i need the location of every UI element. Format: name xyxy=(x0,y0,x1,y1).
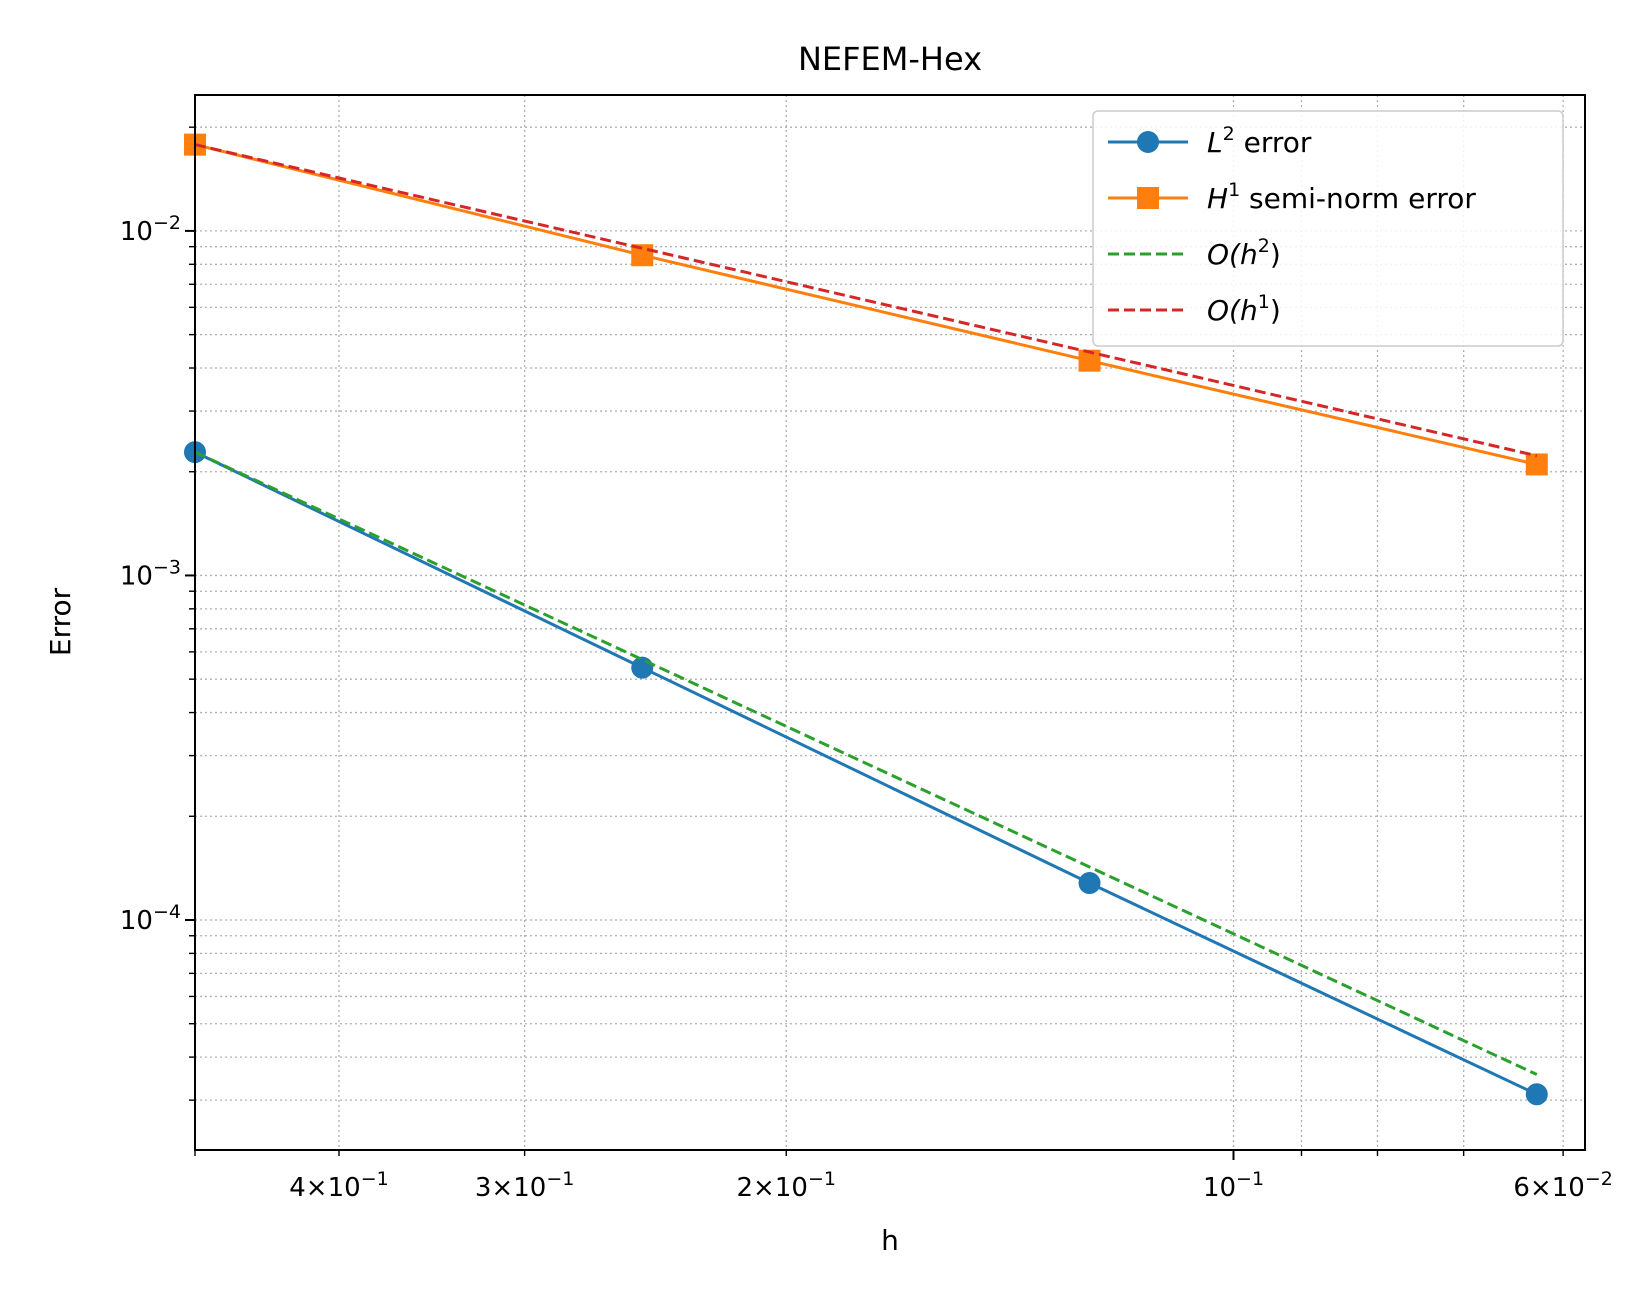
series-line xyxy=(194,143,1538,466)
series-line xyxy=(194,450,1538,1096)
legend-marker xyxy=(1137,131,1159,153)
tick-layer: 10−2 10−3 10−4 4×10−1 3×10−1 2×10−1 10−1 6×10−2 xyxy=(120,126,1613,1203)
legend-marker xyxy=(1137,187,1159,209)
x-axis-title: h xyxy=(881,1224,899,1257)
legend-label: L2 error xyxy=(1207,123,1312,159)
x-tick-label: 6×10−2 xyxy=(1513,1168,1612,1203)
data-point xyxy=(1078,872,1101,895)
y-axis-title: Error xyxy=(44,587,77,656)
data-point xyxy=(631,656,654,679)
x-tick-label: 3×10−1 xyxy=(475,1168,574,1203)
legend-label: H1 semi-norm error xyxy=(1207,179,1476,215)
legend-label: O(h2) xyxy=(1207,235,1281,271)
y-tick-label: 10−3 xyxy=(120,556,181,591)
chart-title: NEFEM-Hex xyxy=(798,40,982,78)
data-point xyxy=(1525,1083,1548,1106)
x-tick-label: 10−1 xyxy=(1203,1168,1264,1203)
series-layer xyxy=(184,133,1548,1106)
y-tick-label: 10−2 xyxy=(120,212,181,247)
plot-frame xyxy=(194,94,1586,1151)
legend: L2 error H1 semi-norm error O(h2) O(h1) xyxy=(1092,110,1564,347)
y-tick-label: 10−4 xyxy=(120,901,181,936)
data-point xyxy=(1525,453,1548,476)
x-tick-label: 2×10−1 xyxy=(737,1168,836,1203)
legend-label: O(h1) xyxy=(1207,291,1281,327)
legend-box xyxy=(1092,110,1564,347)
series-line xyxy=(194,143,1538,458)
series-line xyxy=(194,450,1538,1076)
data-point xyxy=(1078,349,1101,372)
x-tick-label: 4×10−1 xyxy=(289,1168,388,1203)
